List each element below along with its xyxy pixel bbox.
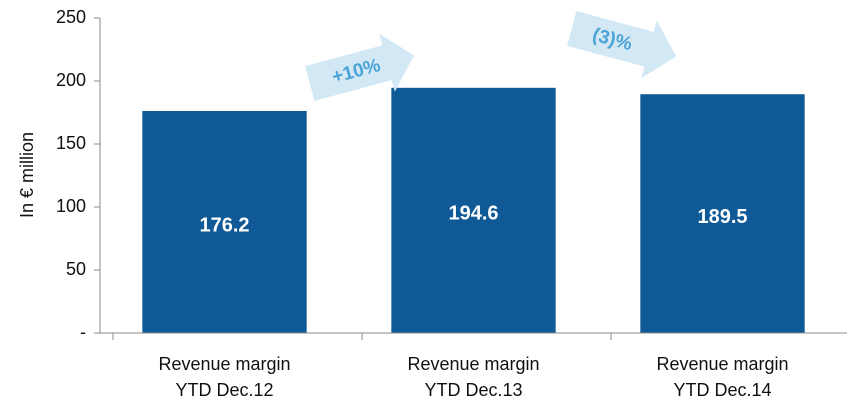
- value-label: 189.5: [697, 206, 747, 228]
- arrow-up: +10%: [305, 33, 415, 101]
- y-tick-label: 250: [56, 7, 86, 27]
- value-label: 194.6: [448, 203, 498, 225]
- x-tick-label: Revenue margin YTD Dec.14: [656, 354, 789, 400]
- x-tick-label-box: Revenue margin YTD Dec.13: [407, 354, 540, 400]
- value-label: 176.2: [199, 214, 249, 236]
- y-tick-label: 150: [56, 133, 86, 153]
- y-tick-label: 100: [56, 196, 86, 216]
- bar: [142, 110, 307, 333]
- arrow-down: (3)%: [567, 11, 677, 79]
- x-tick-label-box: Revenue margin YTD Dec.14: [656, 354, 789, 400]
- bar: [640, 94, 805, 333]
- bar: [391, 87, 556, 333]
- x-tick-label: Revenue margin YTD Dec.12: [158, 354, 291, 400]
- y-tick-label: -: [80, 322, 86, 342]
- y-tick-label: 50: [66, 259, 86, 279]
- x-tick-label: Revenue margin YTD Dec.13: [407, 354, 540, 400]
- y-tick-label: 200: [56, 70, 86, 90]
- y-axis-label: In € million: [17, 132, 37, 218]
- x-tick-label-box: Revenue margin YTD Dec.12: [158, 354, 291, 400]
